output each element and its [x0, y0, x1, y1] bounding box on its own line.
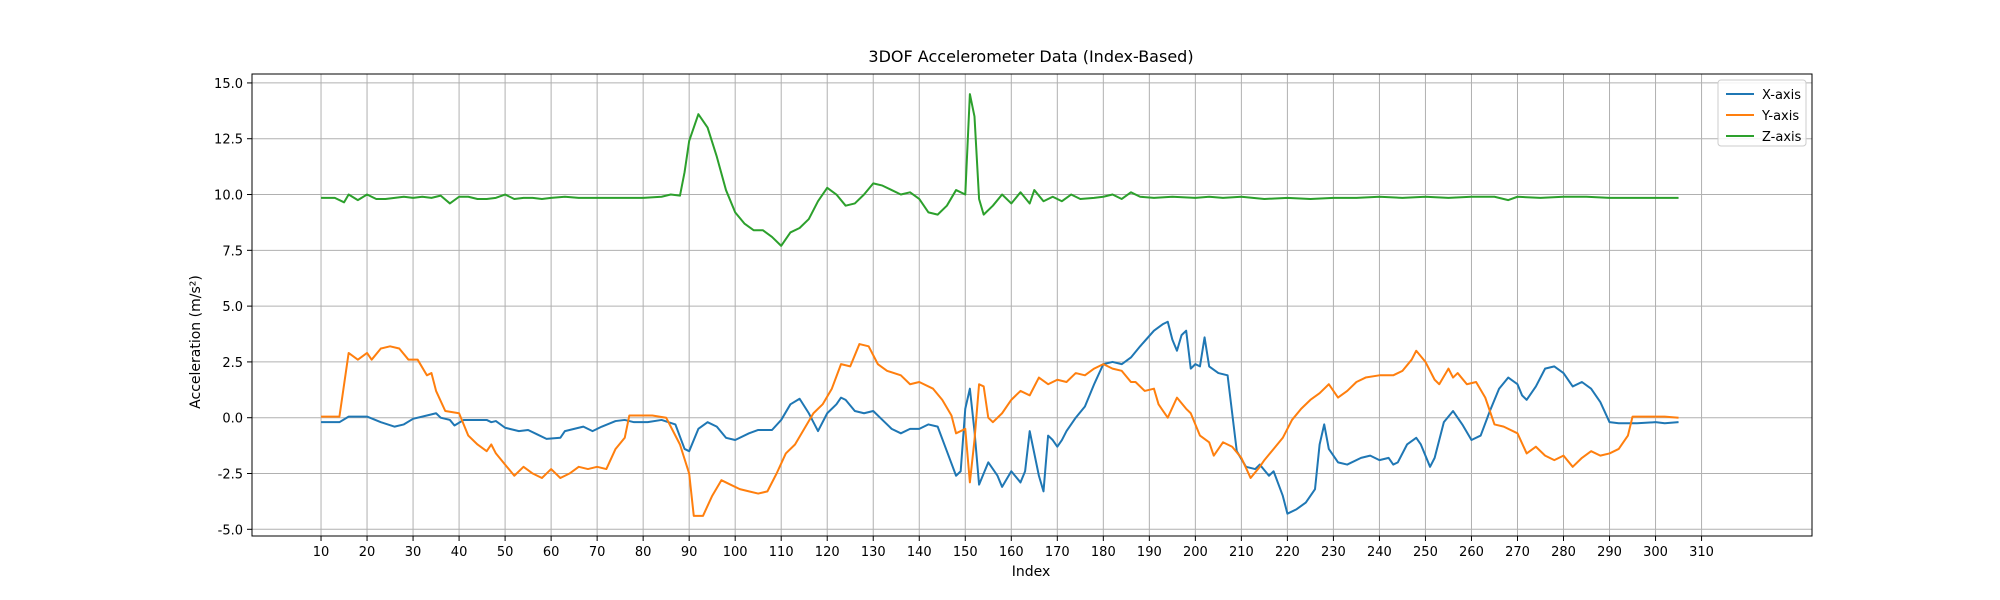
x-tick-label: 110	[769, 545, 794, 560]
legend: X-axis Y-axis Z-axis	[1717, 79, 1807, 147]
legend-label: Z-axis	[1762, 130, 1802, 145]
y-tick-label: -2.5	[218, 468, 243, 483]
y-tick-label: 10.0	[214, 189, 243, 204]
legend-label: X-axis	[1762, 88, 1801, 103]
x-tick-label: 260	[1459, 545, 1484, 560]
x-tick-label: 180	[1091, 545, 1116, 560]
x-tick-label: 290	[1597, 545, 1622, 560]
y-tick-label: -5.0	[218, 523, 243, 538]
legend-label: Y-axis	[1761, 109, 1799, 124]
x-tick-label: 150	[953, 545, 978, 560]
x-tick-label: 60	[543, 545, 560, 560]
x-tick-label: 170	[1045, 545, 1070, 560]
plot-frame	[251, 73, 1813, 537]
x-tick-label: 250	[1413, 545, 1438, 560]
x-tick-label: 40	[451, 545, 468, 560]
x-tick-label: 240	[1367, 545, 1392, 560]
chart-title: 3DOF Accelerometer Data (Index-Based)	[868, 47, 1193, 66]
x-tick-label: 280	[1551, 545, 1576, 560]
x-tick-label: 30	[405, 545, 422, 560]
tick-layer: 10 20 30 40 50 60 70 80 90 100 110 120 130 140 150 160 1…	[214, 77, 1714, 560]
x-tick-label: 80	[635, 545, 652, 560]
y-axis-label: Acceleration (m/s²)	[188, 275, 204, 409]
y-tick-label: 2.5	[222, 356, 243, 371]
series-layer	[321, 93, 1679, 517]
x-tick-label: 90	[681, 545, 698, 560]
x-tick-label: 140	[907, 545, 932, 560]
series-line-z-axis	[321, 93, 1679, 247]
x-tick-label: 160	[999, 545, 1024, 560]
x-tick-label: 190	[1137, 545, 1162, 560]
x-tick-label: 300	[1643, 545, 1668, 560]
x-tick-label: 230	[1321, 545, 1346, 560]
x-tick-label: 120	[815, 545, 840, 560]
x-tick-label: 100	[723, 545, 748, 560]
y-tick-label: 5.0	[222, 300, 243, 315]
x-tick-label: 10	[313, 545, 330, 560]
x-tick-label: 310	[1689, 545, 1714, 560]
y-tick-label: 7.5	[222, 244, 243, 259]
x-tick-label: 130	[861, 545, 886, 560]
grid-layer	[252, 74, 1812, 536]
x-tick-label: 220	[1275, 545, 1300, 560]
legend-box	[1717, 79, 1807, 147]
series-line-x-axis	[321, 320, 1679, 515]
x-tick-label: 210	[1229, 545, 1254, 560]
x-tick-label: 70	[589, 545, 606, 560]
x-axis-label: Index	[1012, 564, 1051, 580]
x-tick-label: 200	[1183, 545, 1208, 560]
y-tick-label: 12.5	[214, 133, 243, 148]
x-tick-label: 270	[1505, 545, 1530, 560]
y-tick-label: 0.0	[222, 412, 243, 427]
x-tick-label: 20	[359, 545, 376, 560]
y-tick-label: 15.0	[214, 77, 243, 92]
x-tick-label: 50	[497, 545, 514, 560]
series-line-y-axis	[321, 343, 1679, 517]
